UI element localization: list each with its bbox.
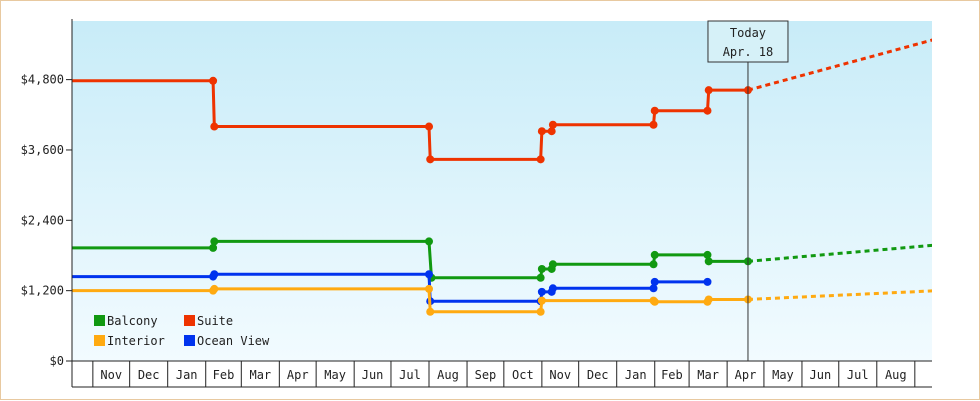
legend-label-suite: Suite: [197, 314, 233, 328]
legend-swatch-interior: [94, 335, 105, 346]
x-tick-label: Nov: [549, 368, 571, 382]
data-point-interior[interactable]: [210, 284, 219, 293]
y-tick-label: $3,600: [21, 143, 64, 157]
y-tick-label: $1,200: [21, 284, 64, 298]
x-tick-label: Mar: [249, 368, 271, 382]
x-tick-label: Aug: [885, 368, 907, 382]
x-tick-label: Jul: [847, 368, 869, 382]
x-tick-label: Apr: [287, 368, 309, 382]
data-point-suite[interactable]: [649, 120, 658, 129]
legend-swatch-ocean-view: [184, 335, 195, 346]
data-point-suite[interactable]: [650, 106, 659, 115]
x-tick-label: Jul: [399, 368, 421, 382]
data-point-interior[interactable]: [536, 307, 545, 316]
data-point-ocean-view[interactable]: [649, 284, 658, 293]
data-point-balcony[interactable]: [536, 273, 545, 282]
data-point-interior[interactable]: [425, 284, 434, 293]
x-tick-label: Jan: [176, 368, 198, 382]
data-point-ocean-view[interactable]: [650, 277, 659, 286]
data-point-balcony[interactable]: [548, 260, 557, 269]
x-tick-label: Nov: [100, 368, 122, 382]
data-point-ocean-view[interactable]: [210, 270, 219, 279]
x-tick-label: Mar: [697, 368, 719, 382]
x-tick-label: Jan: [625, 368, 647, 382]
data-point-interior[interactable]: [650, 297, 659, 306]
data-point-balcony[interactable]: [703, 250, 712, 259]
x-tick-label: Oct: [512, 368, 534, 382]
data-point-ocean-view[interactable]: [548, 284, 557, 293]
today-callout: [707, 20, 789, 63]
data-point-suite[interactable]: [536, 155, 545, 164]
y-tick-label: $2,400: [21, 213, 64, 227]
x-tick-label: Feb: [661, 368, 683, 382]
y-tick-label: $0: [50, 354, 64, 368]
series-line-suite: [72, 79, 748, 161]
data-point-suite[interactable]: [425, 122, 434, 131]
x-tick-label: Sep: [475, 368, 497, 382]
x-tick-label: Jun: [362, 368, 384, 382]
data-point-ocean-view[interactable]: [425, 270, 434, 279]
x-tick-label: Dec: [138, 368, 160, 382]
data-point-suite[interactable]: [209, 76, 218, 85]
x-tick-label: Dec: [587, 368, 609, 382]
y-tick-label: $4,800: [21, 73, 64, 87]
data-point-interior[interactable]: [537, 296, 546, 305]
legend-label-interior: Interior: [107, 334, 165, 348]
data-point-ocean-view[interactable]: [537, 287, 546, 296]
data-point-balcony[interactable]: [650, 250, 659, 259]
data-point-balcony[interactable]: [425, 237, 434, 246]
data-point-balcony[interactable]: [649, 260, 658, 269]
data-point-balcony[interactable]: [210, 237, 219, 246]
projection-line-balcony: [747, 243, 932, 263]
data-point-suite[interactable]: [548, 120, 557, 129]
legend-label-balcony: Balcony: [107, 314, 158, 328]
data-point-interior[interactable]: [704, 295, 713, 304]
legend-swatch-suite: [184, 315, 195, 326]
data-point-suite[interactable]: [703, 106, 712, 115]
data-point-ocean-view[interactable]: [703, 277, 712, 286]
data-point-suite[interactable]: [537, 127, 546, 136]
x-tick-label: May: [324, 368, 346, 382]
today-title: Today: [730, 26, 766, 40]
today-date: Apr. 18: [723, 45, 774, 59]
projection-line-suite: [747, 38, 932, 92]
data-point-balcony[interactable]: [209, 243, 218, 252]
data-point-interior[interactable]: [426, 307, 435, 316]
data-point-suite[interactable]: [210, 122, 219, 131]
data-point-suite[interactable]: [426, 155, 435, 164]
legend-label-ocean-view: Ocean View: [197, 334, 270, 348]
x-tick-label: May: [772, 368, 794, 382]
x-tick-label: Apr: [735, 368, 757, 382]
data-point-balcony[interactable]: [704, 257, 713, 266]
data-point-suite[interactable]: [547, 127, 556, 136]
legend-swatch-balcony: [94, 315, 105, 326]
data-point-balcony[interactable]: [537, 264, 546, 273]
x-tick-label: Aug: [437, 368, 459, 382]
x-tick-label: Feb: [213, 368, 235, 382]
x-tick-label: Jun: [810, 368, 832, 382]
projection-line-interior: [747, 289, 932, 301]
data-point-suite[interactable]: [704, 86, 713, 95]
series-line-balcony: [72, 239, 748, 280]
plot-background: [72, 21, 932, 361]
